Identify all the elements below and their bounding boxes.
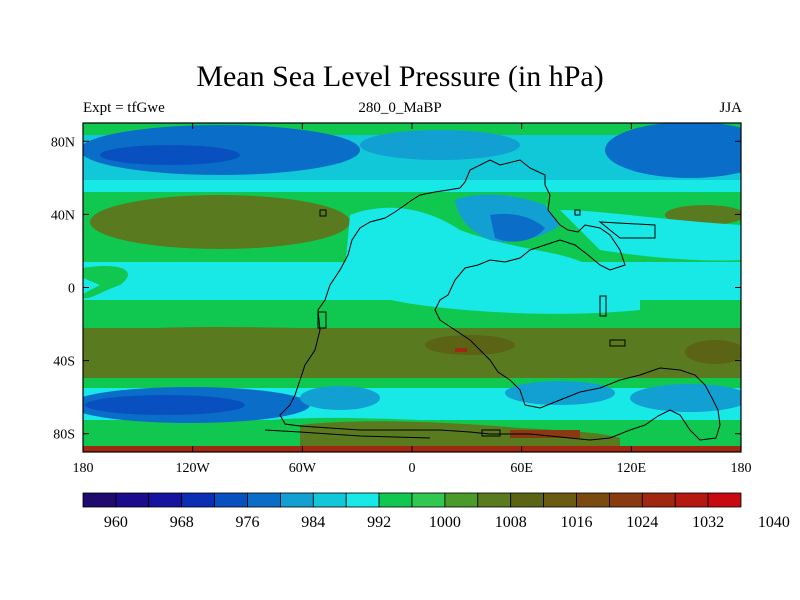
season-label: JJA bbox=[719, 100, 742, 116]
continent-outline bbox=[264, 159, 721, 441]
colorbar-swatches bbox=[82, 492, 742, 508]
colorbar-label: 960 bbox=[104, 514, 128, 531]
colorbar-swatch bbox=[345, 492, 380, 508]
colorbar-swatch bbox=[543, 492, 577, 508]
longitude-axis: 180 120W 60W 0 60E 120E 180 bbox=[73, 123, 752, 476]
lat-tick-label: 0 bbox=[68, 282, 75, 297]
colorbar-label: 984 bbox=[301, 514, 325, 531]
colorbar-swatch bbox=[115, 492, 150, 508]
lon-tick-label: 180 bbox=[73, 461, 94, 476]
map-title: Mean Sea Level Pressure (in hPa) bbox=[196, 60, 604, 93]
lon-tick-label: 120W bbox=[176, 461, 211, 476]
colorbar-swatch bbox=[214, 492, 248, 508]
colorbar-label: 1032 bbox=[692, 514, 724, 531]
colorbar-label: 976 bbox=[236, 514, 260, 531]
colorbar-swatch bbox=[312, 492, 347, 508]
colorbar-label: 1000 bbox=[429, 514, 461, 531]
colorbar-swatch bbox=[510, 492, 545, 508]
colorbar-swatch bbox=[707, 492, 742, 508]
experiment-label: Expt = tfGwe bbox=[83, 100, 165, 116]
colorbar-swatch bbox=[609, 492, 643, 508]
lon-tick-label: 0 bbox=[409, 461, 416, 476]
latitude-axis: 80N 40N 0 40S 80S bbox=[51, 135, 741, 443]
colorbar-swatch bbox=[82, 492, 117, 508]
colorbar-label: 968 bbox=[170, 514, 194, 531]
colorbar-swatch bbox=[148, 492, 183, 508]
colorbar-label: 1016 bbox=[561, 514, 593, 531]
colorbar-label: 1040 bbox=[758, 514, 790, 531]
colorbar-swatch bbox=[477, 492, 512, 508]
colorbar-swatch bbox=[378, 492, 413, 508]
lat-tick-label: 40S bbox=[53, 355, 75, 370]
lon-tick-label: 60E bbox=[510, 461, 533, 476]
lon-tick-label: 60W bbox=[289, 461, 317, 476]
colorbar-labels: 960 968 976 984 992 1000 1008 1016 1024 1032 1040 bbox=[104, 514, 790, 531]
lat-tick-label: 80S bbox=[53, 428, 75, 443]
lon-tick-label: 180 bbox=[731, 461, 752, 476]
lat-tick-label: 40N bbox=[51, 208, 75, 223]
colorbar-swatch bbox=[279, 492, 314, 508]
colorbar-swatch bbox=[411, 492, 446, 508]
colorbar-label: 992 bbox=[367, 514, 391, 531]
colorbar-swatch bbox=[444, 492, 479, 508]
colorbar-label: 1008 bbox=[495, 514, 527, 531]
colorbar-swatch bbox=[247, 492, 281, 508]
colorbar-swatch bbox=[641, 492, 676, 508]
colorbar-swatch bbox=[674, 492, 709, 508]
colorbar-label: 1024 bbox=[626, 514, 658, 531]
colorbar-swatch bbox=[181, 492, 215, 508]
lat-tick-label: 80N bbox=[51, 135, 75, 150]
colorbar-swatch bbox=[576, 492, 610, 508]
lon-tick-label: 120E bbox=[617, 461, 647, 476]
period-label: 280_0_MaBP bbox=[358, 100, 442, 116]
